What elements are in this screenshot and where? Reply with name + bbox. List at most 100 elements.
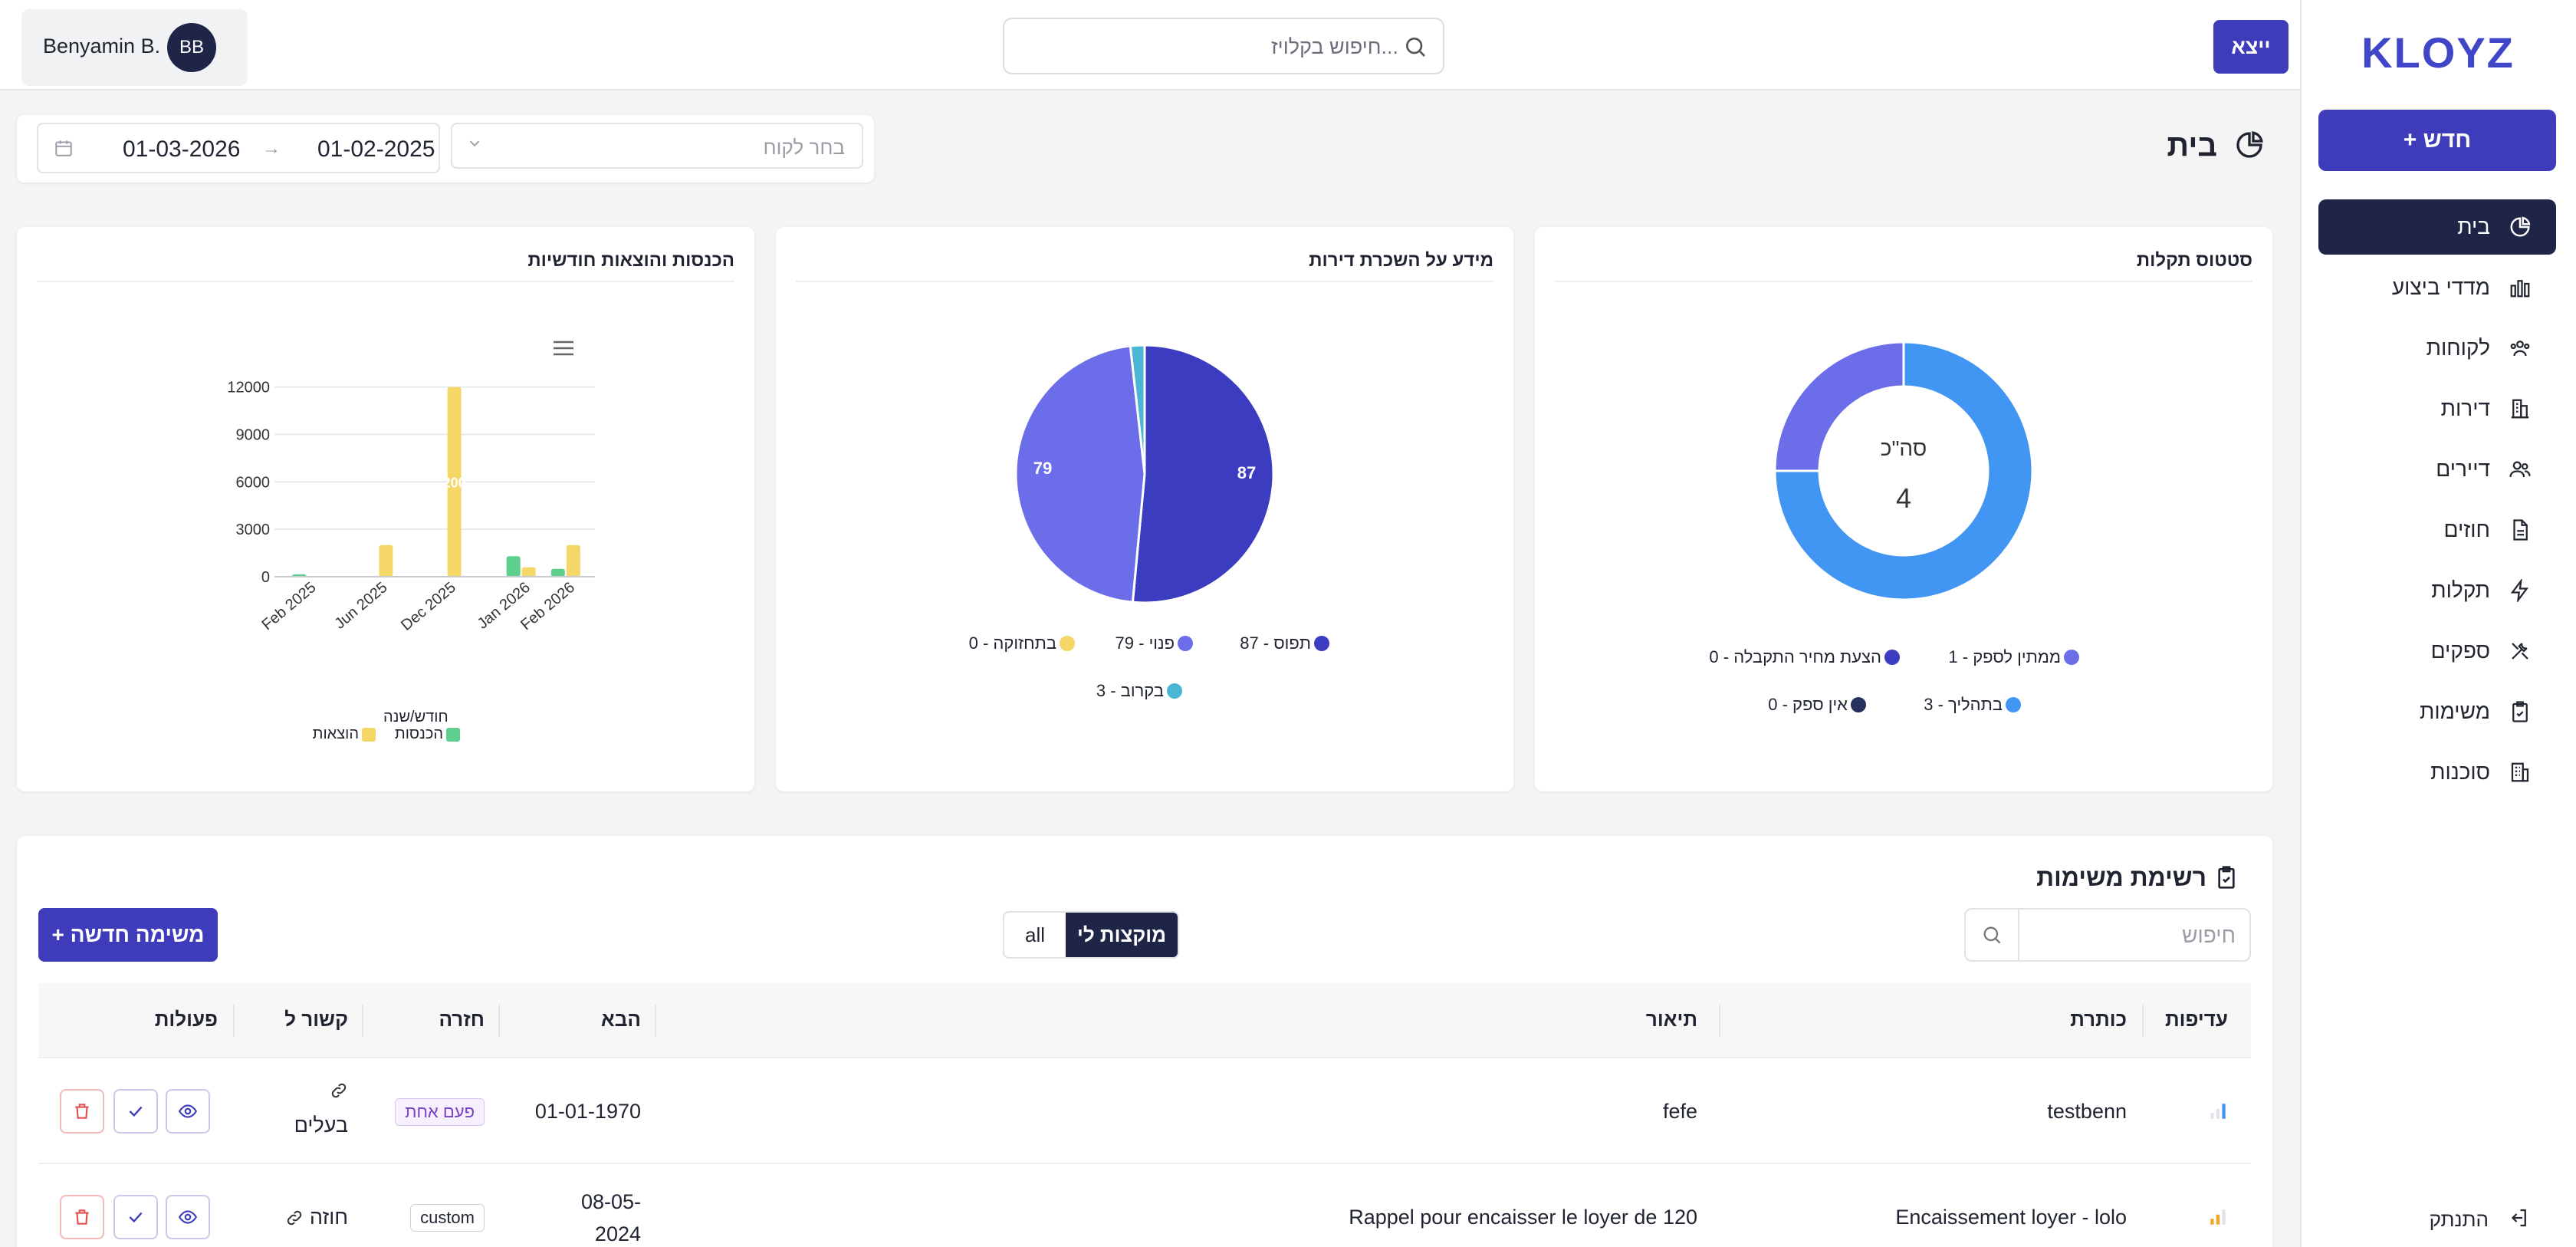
linked-to-cell[interactable]: חוזה bbox=[285, 1206, 348, 1229]
task-title[interactable]: Encaissement loyer - lolo bbox=[1895, 1206, 2127, 1229]
tasks-search-input[interactable]: חיפוש bbox=[1964, 908, 2251, 962]
client-select[interactable]: בחר לקוח bbox=[451, 123, 863, 169]
legend-label: הכנסות bbox=[394, 725, 443, 742]
new-button[interactable]: + חדש bbox=[2318, 110, 2556, 171]
tasks-table: עדיפות כותרת תיאור הבא חזרה קשור ל פעולו… bbox=[38, 983, 2251, 1247]
clipboard-check-icon bbox=[2507, 699, 2533, 725]
tasks-search-button[interactable] bbox=[1966, 910, 2019, 960]
sidebar-item-clients[interactable]: לקוחות bbox=[2318, 321, 2556, 376]
toggle-all[interactable]: all bbox=[1004, 913, 1066, 957]
legend-label: בתהליך - 3 bbox=[1924, 695, 2003, 714]
sidebar-item-tasks[interactable]: משימות bbox=[2318, 684, 2556, 739]
col-next[interactable]: הבא bbox=[601, 1008, 641, 1031]
task-title[interactable]: testbenn bbox=[2047, 1100, 2127, 1123]
sidebar-item-apartments[interactable]: דירות bbox=[2318, 381, 2556, 436]
col-description[interactable]: תיאור bbox=[1645, 1008, 1697, 1031]
chart-menu-icon[interactable] bbox=[552, 339, 575, 361]
col-priority[interactable]: עדיפות bbox=[2165, 1008, 2228, 1031]
legend-label: הצעת מחיר התקבלה - 0 bbox=[1709, 647, 1881, 666]
sidebar-item-contracts[interactable]: חוזים bbox=[2318, 502, 2556, 558]
bar-expense[interactable] bbox=[566, 545, 580, 577]
legend-item[interactable]: בקרוב - 3 bbox=[1096, 681, 1182, 701]
legend-item[interactable]: בתחזוקה - 0 bbox=[969, 633, 1075, 653]
logout-button[interactable]: התנתק bbox=[2430, 1206, 2530, 1232]
column-divider bbox=[498, 1005, 500, 1037]
toggle-assigned-to-me[interactable]: מוקצות לי bbox=[1066, 913, 1178, 957]
bar-chart-icon bbox=[2507, 275, 2533, 301]
legend-label: הוצאות bbox=[312, 725, 359, 742]
legend-item[interactable]: אין ספק - 0 bbox=[1768, 695, 1866, 715]
view-button[interactable] bbox=[166, 1089, 210, 1133]
legend-item[interactable]: תפוס - 87 bbox=[1240, 633, 1329, 653]
bar-income[interactable] bbox=[506, 556, 521, 577]
filters-bar: בחר לקוח 01-02-2025 → 01-03-2026 bbox=[17, 115, 874, 183]
sidebar-item-label: משימות bbox=[2420, 699, 2490, 723]
legend-dot bbox=[446, 727, 460, 742]
delete-button[interactable] bbox=[60, 1195, 104, 1239]
sidebar-item-agency[interactable]: סוכנות bbox=[2318, 745, 2556, 800]
legend-item[interactable]: הצעת מחיר התקבלה - 0 bbox=[1709, 647, 1900, 667]
repeat-badge: custom bbox=[410, 1204, 485, 1232]
bar-expense[interactable] bbox=[379, 545, 393, 577]
sidebar-item-tenants[interactable]: דיירים bbox=[2318, 442, 2556, 497]
delete-button[interactable] bbox=[60, 1089, 104, 1133]
card-title: מידע על השכרת דירות bbox=[1309, 250, 1493, 271]
link-icon bbox=[287, 1210, 302, 1225]
view-button[interactable] bbox=[166, 1195, 210, 1239]
col-repeat[interactable]: חזרה bbox=[439, 1008, 485, 1031]
new-task-button[interactable]: + משימה חדשה bbox=[38, 908, 218, 962]
date-to[interactable]: 01-03-2026 bbox=[123, 137, 241, 162]
table-row[interactable]: Encaissement loyer - lolo Rappel pour en… bbox=[38, 1164, 2251, 1247]
task-description: Rappel pour encaisser le loyer de 120 bbox=[1349, 1206, 1697, 1229]
link-icon[interactable] bbox=[330, 1081, 348, 1105]
table-row[interactable]: testbenn fefe 01-01-1970 פעם אחת בעלים bbox=[38, 1058, 2251, 1164]
legend-label: בקרוב - 3 bbox=[1096, 681, 1164, 700]
global-search-input[interactable]: חיפוש בקלויז... bbox=[1003, 18, 1444, 74]
x-tick-label: Dec 2025 bbox=[398, 579, 459, 634]
sidebar-item-kpi[interactable]: מדדי ביצוע bbox=[2318, 260, 2556, 315]
legend-item[interactable]: ממתין לספק - 1 bbox=[1948, 647, 2079, 667]
col-linked[interactable]: קשור ל bbox=[284, 1008, 348, 1031]
tasks-title: רשימת משימות bbox=[2036, 864, 2239, 892]
sidebar-item-issues[interactable]: תקלות bbox=[2318, 563, 2556, 618]
monthly-income-card: הכנסות והוצאות חודשיות 0 3000 6000 9000 1200… bbox=[17, 227, 754, 791]
card-title: סטטוס תקלות bbox=[2136, 250, 2252, 271]
tools-icon bbox=[2507, 638, 2533, 664]
pie-slice-in-progress[interactable] bbox=[1773, 341, 2034, 601]
pie-slice-vacant[interactable] bbox=[1014, 344, 1146, 604]
legend-item[interactable]: הכנסות bbox=[395, 725, 460, 743]
pie-slice-occupied[interactable] bbox=[1131, 344, 1275, 604]
monthly-bar-chart: 0 3000 6000 9000 12000 Feb 2025 Jun 2025 Dec 20… bbox=[227, 380, 595, 634]
complete-button[interactable] bbox=[113, 1195, 158, 1239]
issues-status-card: סטטוס תקלות סה"כ 4 ממתין לספק - 1 הצעת מ… bbox=[1535, 227, 2272, 791]
sidebar-item-label: בית bbox=[2457, 215, 2490, 239]
pie-data-label: 87 bbox=[1237, 463, 1256, 482]
pie-slice-waiting-supplier[interactable] bbox=[1773, 341, 1905, 472]
y-tick-label: 9000 bbox=[236, 426, 271, 443]
legend-label: תפוס - 87 bbox=[1240, 633, 1311, 653]
user-menu[interactable]: BB Benyamin B. bbox=[21, 9, 248, 86]
col-title[interactable]: כותרת bbox=[2070, 1008, 2127, 1031]
task-next-date: 08-05- bbox=[580, 1190, 641, 1213]
linked-to[interactable]: בעלים bbox=[294, 1114, 348, 1137]
sidebar-item-label: חוזים bbox=[2443, 518, 2490, 541]
sidebar-item-home[interactable]: בית bbox=[2318, 199, 2556, 255]
bar-expense[interactable] bbox=[521, 567, 536, 577]
complete-button[interactable] bbox=[113, 1089, 158, 1133]
bar-expense[interactable] bbox=[447, 387, 462, 577]
sidebar: KLOYZ + חדש בית מדדי ביצוע לקוחות דירות … bbox=[2300, 0, 2576, 1247]
sidebar-item-suppliers[interactable]: ספקים bbox=[2318, 624, 2556, 679]
date-range-picker[interactable]: 01-02-2025 → 01-03-2026 bbox=[37, 123, 440, 173]
legend-item[interactable]: הוצאות bbox=[313, 725, 376, 743]
logo[interactable]: KLOYZ bbox=[2361, 28, 2515, 77]
bar-income[interactable] bbox=[550, 568, 565, 577]
task-description: fefe bbox=[1662, 1100, 1697, 1123]
logout-label: התנתק bbox=[2429, 1207, 2489, 1231]
date-from[interactable]: 01-02-2025 bbox=[317, 137, 435, 162]
arrow-icon: → bbox=[262, 138, 281, 159]
pie-slice-soon[interactable] bbox=[1129, 344, 1146, 475]
legend-item[interactable]: בתהליך - 3 bbox=[1924, 695, 2021, 715]
legend-item[interactable]: פנוי - 79 bbox=[1116, 633, 1193, 653]
bar-data-label: 200 bbox=[443, 475, 466, 490]
exit-button[interactable]: ייצא bbox=[2213, 20, 2288, 74]
